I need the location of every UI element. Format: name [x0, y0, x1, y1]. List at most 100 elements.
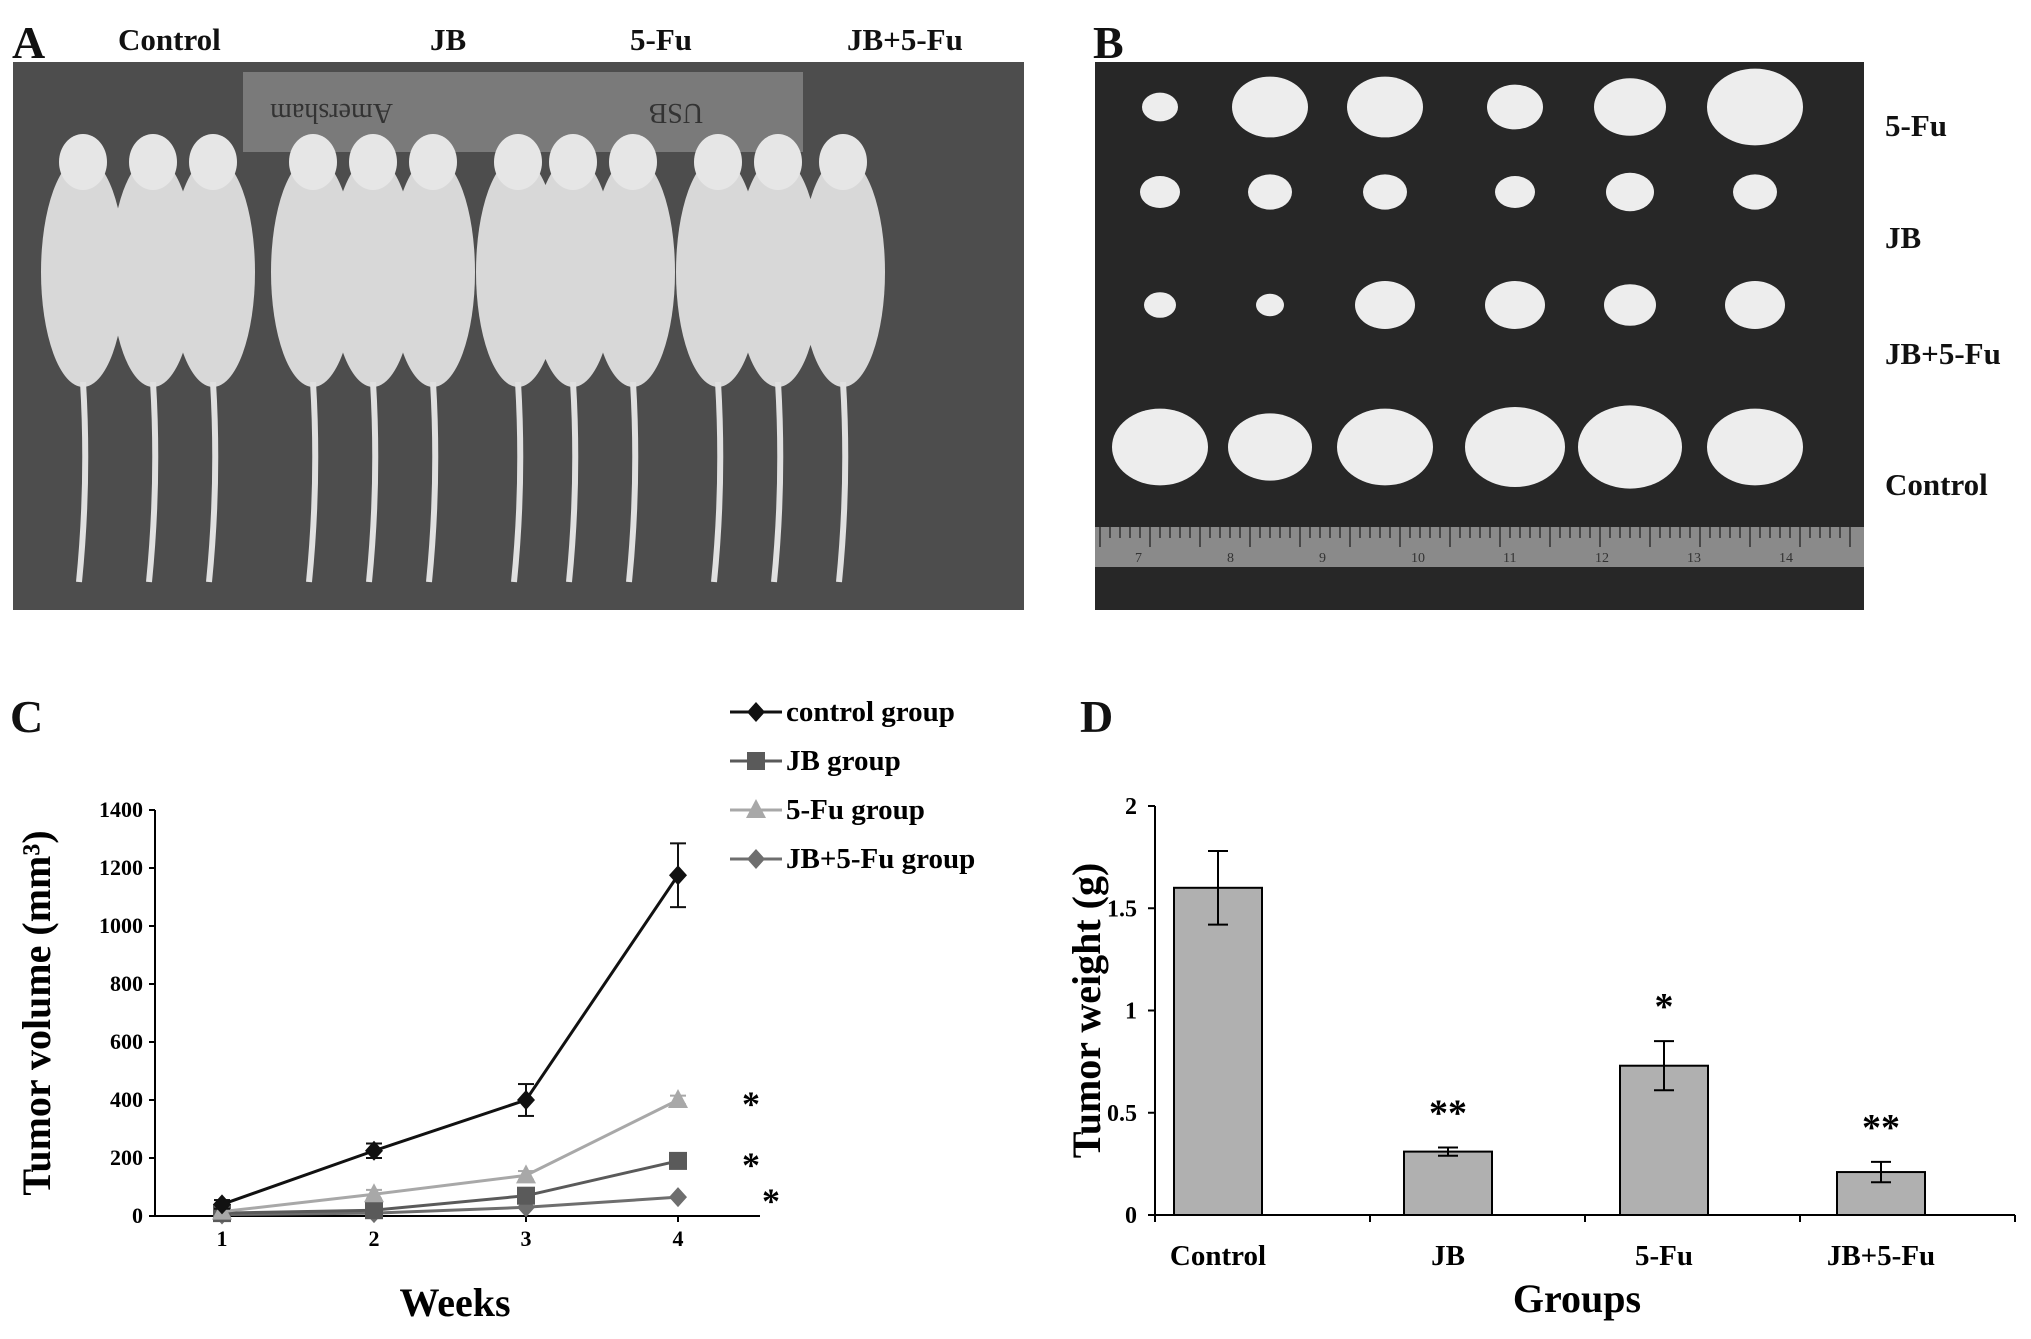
significance-mark: * — [742, 1084, 760, 1124]
mouse-head — [129, 134, 177, 190]
data-point — [365, 1140, 383, 1161]
y-axis-title: Tumor volume (mm³) — [14, 830, 59, 1195]
significance-mark: * — [762, 1181, 780, 1221]
legend-label: JB group — [786, 745, 901, 777]
tumor — [1578, 405, 1682, 489]
tumor-weight-chart: 0 0.5 1 1.5 2 Control ** JB * 5-Fu ** JB+5-Fu Groups… — [1064, 794, 2016, 1321]
y-tick-label: 1.5 — [1107, 896, 1137, 922]
mouse-tail — [566, 381, 579, 583]
mouse-body — [391, 157, 475, 387]
significance-mark: * — [742, 1145, 760, 1185]
mouse-head — [409, 134, 457, 190]
mouse-head — [549, 134, 597, 190]
mouse-tail — [426, 381, 439, 583]
group-label-jb: JB — [430, 22, 467, 57]
data-point — [517, 1186, 535, 1205]
mouse-head — [694, 134, 742, 190]
ruler-text-usb: USB — [649, 97, 703, 128]
mouse-body — [676, 157, 760, 387]
x-tick-label: 1 — [217, 1226, 228, 1251]
ruler-number: 7 — [1135, 551, 1142, 566]
y-tick-label: 2 — [1125, 794, 1137, 820]
tumor — [1337, 408, 1433, 486]
legend-item: JB+5-Fu group — [730, 843, 975, 875]
tumors-group — [1112, 68, 1803, 489]
ruler-number: 9 — [1319, 551, 1326, 566]
series-line — [221, 1159, 679, 1215]
mouse-body — [111, 157, 195, 387]
mouse-tail — [626, 381, 639, 583]
mouse-tail — [366, 381, 379, 583]
y-tick-label: 0 — [1125, 1203, 1137, 1229]
y-tick-label: 0 — [132, 1203, 143, 1228]
legend-marker — [747, 752, 765, 770]
legend-label: JB+5-Fu group — [786, 843, 975, 875]
mouse-tail — [306, 381, 319, 583]
mouse-head — [349, 134, 397, 190]
data-point — [213, 1194, 231, 1215]
panel-c-letter: C — [10, 691, 44, 742]
group-label-5fu: 5-Fu — [630, 22, 692, 57]
tumors-illustration: 789101112131415 — [1095, 62, 1864, 610]
tumor-volume-chart: 0 200 400 600 800 1000 1200 1400 1 2 3 4 Weeks Tumor … — [14, 696, 975, 1325]
y-tick-label: 400 — [110, 1087, 143, 1112]
tumor — [1140, 176, 1180, 208]
ruler-number: 8 — [1227, 551, 1234, 566]
ruler-ticks: 789101112131415 — [1099, 527, 1851, 566]
row-label-5fu: 5-Fu — [1885, 108, 1947, 143]
y-tick-label: 1000 — [99, 913, 143, 938]
significance-mark: ** — [1862, 1107, 1900, 1149]
data-point — [668, 1089, 688, 1108]
data-point — [669, 1187, 687, 1208]
row-label-jb: JB — [1885, 220, 1922, 255]
bar — [1173, 886, 1263, 1217]
mouse-body — [271, 157, 355, 387]
tumor — [1707, 408, 1803, 486]
mouse-tail — [146, 381, 159, 583]
tumor — [1142, 92, 1178, 122]
legend-marker — [747, 702, 765, 722]
tumors-photo: 789101112131415 — [1095, 62, 1864, 610]
mouse-tail — [771, 381, 784, 583]
y-tick-label: 1200 — [99, 855, 143, 880]
x-tick-label: JB+5-Fu — [1827, 1240, 1935, 1272]
data-point — [669, 1151, 687, 1170]
legend-item: 5-Fu group — [730, 794, 925, 826]
mouse-head — [754, 134, 802, 190]
series-line — [221, 1098, 679, 1214]
tumor — [1144, 292, 1176, 318]
x-tick-label: 2 — [369, 1226, 380, 1251]
data-point — [364, 1183, 384, 1203]
tumor — [1733, 174, 1777, 210]
data-point — [517, 1090, 535, 1110]
legend-item: JB group — [730, 745, 901, 777]
data-point — [669, 865, 687, 886]
legend-marker — [747, 849, 765, 869]
tumor — [1604, 284, 1656, 326]
y-tick-label: 800 — [110, 971, 143, 996]
mouse-body — [171, 157, 255, 387]
group-label-jb-5fu: JB+5-Fu — [847, 22, 963, 57]
x-axis-title: Groups — [1513, 1276, 1641, 1321]
y-tick-label: 1 — [1125, 999, 1137, 1025]
row-label-jb-5fu: JB+5-Fu — [1885, 336, 2001, 371]
group-label-control: Control — [118, 22, 221, 57]
bar — [1403, 1150, 1493, 1217]
ruler-number: 12 — [1595, 551, 1609, 566]
panel-a-letter: A — [12, 17, 46, 68]
tumor — [1495, 176, 1535, 208]
y-tick-label: 600 — [110, 1029, 143, 1054]
ruler-number: 11 — [1503, 551, 1516, 566]
mouse-body — [591, 157, 675, 387]
mouse-tail — [511, 381, 524, 583]
data-point — [365, 1201, 383, 1220]
bar — [1836, 1171, 1926, 1216]
ruler-number: 10 — [1411, 551, 1425, 566]
mouse-body — [41, 157, 125, 387]
mouse-tail — [206, 381, 219, 583]
legend-item: control group — [730, 696, 955, 728]
ruler-number: 13 — [1687, 551, 1701, 566]
mouse-head — [609, 134, 657, 190]
mouse-body — [736, 157, 820, 387]
mice-group — [41, 134, 885, 583]
